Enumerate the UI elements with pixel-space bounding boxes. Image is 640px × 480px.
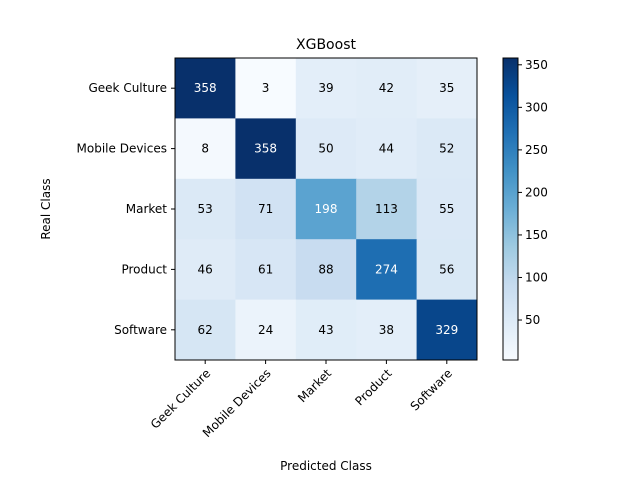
heatmap-cell (416, 299, 478, 361)
cell-value-label: 62 (198, 323, 213, 337)
cell-value-label: 38 (379, 323, 394, 337)
colorbar-tick-label: 350 (525, 58, 548, 72)
heatmap-cell (416, 58, 478, 119)
y-axis-ticks: Geek Culture Mobile Devices Market Product S… (77, 81, 175, 337)
heatmap-cell (235, 118, 297, 180)
heatmap-cell (295, 239, 357, 301)
y-tick-label: Market (126, 202, 168, 216)
x-axis-label: Predicted Class (280, 459, 372, 473)
heatmap-cell (295, 118, 357, 180)
y-tick-label: Geek Culture (88, 81, 167, 95)
colorbar (502, 57, 519, 361)
heatmap-cell (175, 178, 236, 240)
cell-value-label: 52 (439, 142, 454, 156)
colorbar-tick-label: 100 (525, 270, 548, 284)
y-tick-label: Software (114, 323, 167, 337)
cell-value-label: 274 (375, 262, 398, 276)
colorbar-tick-label: 200 (525, 185, 548, 199)
heatmap-cell (235, 178, 297, 240)
cell-value-label: 198 (315, 202, 338, 216)
heatmap-cell (295, 178, 357, 240)
heatmap-cell (416, 178, 478, 240)
colorbar-tick-label: 150 (525, 228, 548, 242)
heatmap-cell (175, 239, 236, 301)
heatmap-cell (235, 58, 297, 119)
cell-value-label: 329 (435, 323, 458, 337)
cell-value-label: 46 (198, 262, 213, 276)
cell-value-label: 3 (262, 81, 270, 95)
cell-value-label: 61 (258, 262, 273, 276)
colorbar-ticks: 50 100 150 200 250 300 350 (518, 58, 548, 327)
cell-value-label: 35 (439, 81, 454, 95)
cell-value-label: 56 (439, 262, 454, 276)
cell-value-label: 42 (379, 81, 394, 95)
cell-value-label: 358 (194, 81, 217, 95)
heatmap-cell (416, 239, 478, 301)
heatmap-cell (416, 118, 478, 180)
cell-value-label: 55 (439, 202, 454, 216)
y-tick-label: Product (121, 262, 167, 276)
heatmap-cell (356, 118, 418, 180)
cell-value-label: 88 (318, 262, 333, 276)
cell-value-label: 113 (375, 202, 398, 216)
heatmap-cell (356, 178, 418, 240)
cell-value-label: 24 (258, 323, 273, 337)
heatmap-cell (175, 58, 236, 119)
heatmap-cell (356, 299, 418, 361)
heatmap-cell (175, 118, 236, 180)
heatmap-cell (295, 58, 357, 119)
cell-value-label: 39 (318, 81, 333, 95)
cell-value-label: 53 (198, 202, 213, 216)
cell-value-label: 43 (318, 323, 333, 337)
heatmap-cell (295, 299, 357, 361)
heatmap-cell (356, 239, 418, 301)
cell-value-label: 8 (201, 142, 209, 156)
cell-value-label: 44 (379, 142, 394, 156)
colorbar-tick-label: 50 (525, 313, 540, 327)
colorbar-tick-label: 250 (525, 143, 548, 157)
chart-title: XGBoost (296, 37, 356, 53)
y-tick-label: Mobile Devices (77, 142, 167, 156)
cell-value-label: 71 (258, 202, 273, 216)
heatmap-cells (175, 58, 478, 361)
heatmap-cell (356, 58, 418, 119)
cell-value-label: 50 (318, 142, 333, 156)
heatmap-cell (175, 299, 236, 361)
cell-value-label: 358 (254, 142, 277, 156)
colorbar-tick-label: 300 (525, 100, 548, 114)
y-axis-label: Real Class (39, 178, 53, 239)
heatmap-cell (235, 239, 297, 301)
heatmap-cell (235, 299, 297, 361)
